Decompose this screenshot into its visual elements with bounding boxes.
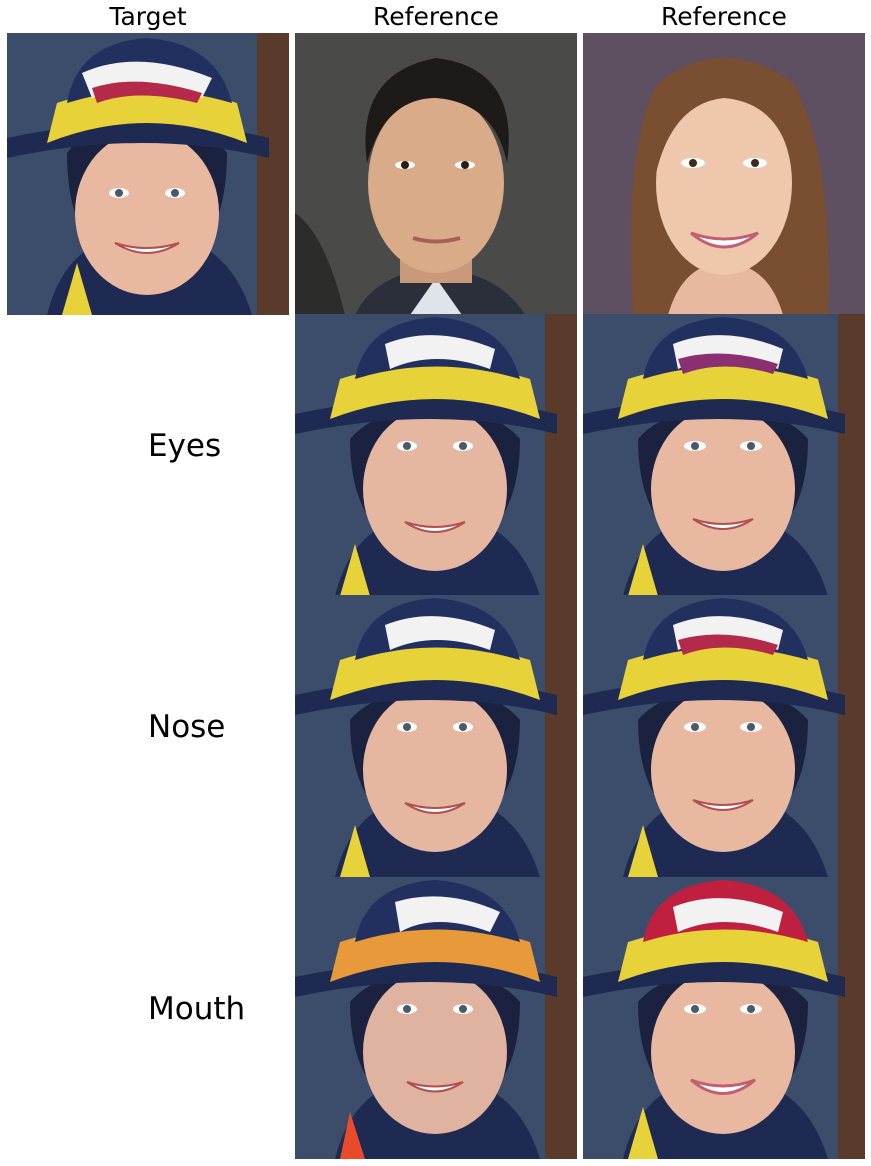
mouth-result-image-2: [583, 877, 865, 1159]
row-label-nose: Nose: [148, 709, 226, 745]
eyes-result-image-2: [583, 314, 865, 596]
row-label-mouth: Mouth: [148, 991, 246, 1027]
target-face-image: [7, 33, 289, 315]
reference-face-image-2: [583, 33, 865, 315]
eyes-result-image-1: [295, 314, 577, 596]
nose-result-image-1: [295, 595, 577, 877]
reference-face-image-1: [295, 33, 577, 315]
column-title-target: Target: [109, 2, 187, 31]
nose-result-image-2: [583, 595, 865, 877]
row-label-eyes: Eyes: [148, 428, 222, 464]
mouth-result-image-1: [295, 877, 577, 1159]
column-title-reference-1: Reference: [373, 2, 499, 31]
column-title-reference-2: Reference: [661, 2, 787, 31]
